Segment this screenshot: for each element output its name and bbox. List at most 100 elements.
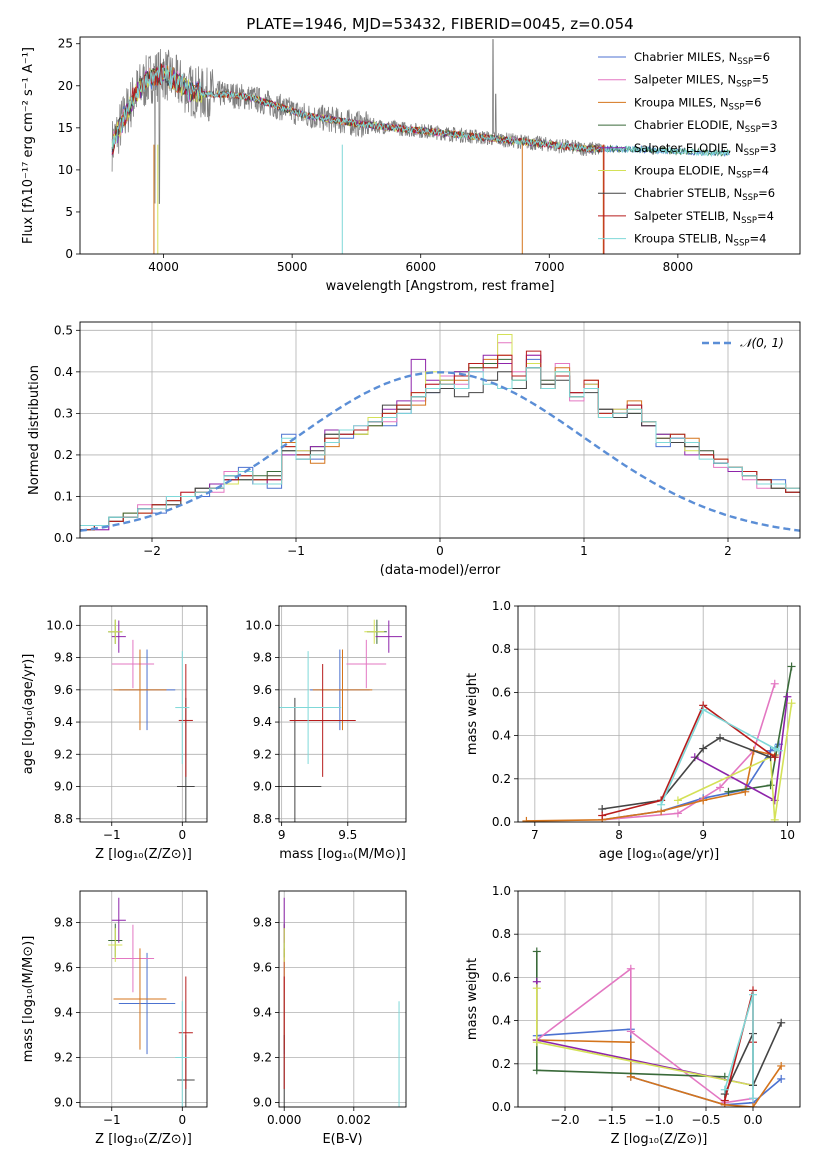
model-spectrum bbox=[111, 64, 730, 158]
legend-label-suffix: =4 bbox=[752, 164, 769, 178]
y-tick-label: 9.2 bbox=[54, 747, 73, 761]
y-tick-label: 25 bbox=[58, 37, 73, 51]
residual-histogram bbox=[80, 354, 800, 531]
y-tick-label: 0.0 bbox=[492, 1100, 511, 1114]
legend-residuals: 𝒩(0, 1) bbox=[702, 336, 784, 350]
legend-label-sub: SSP bbox=[734, 239, 750, 249]
plot-area-weight_vs_Z bbox=[532, 947, 786, 1107]
legend-label-sub: SSP bbox=[745, 125, 761, 135]
y-tick-label: 0.2 bbox=[54, 448, 73, 462]
y-tick-label: 9.6 bbox=[253, 961, 272, 975]
x-axis-label: Z [log₁₀(Z/Z⊙)] bbox=[611, 1132, 708, 1147]
y-tick-label: 0.4 bbox=[54, 365, 73, 379]
legend-label-sub: SSP bbox=[736, 171, 752, 181]
figure-title: PLATE=1946, MJD=53432, FIBERID=0045, z=0… bbox=[246, 15, 633, 33]
y-tick-label: 1.0 bbox=[492, 884, 511, 898]
x-tick-label: −0.5 bbox=[691, 1113, 720, 1127]
legend-label-text: Kroupa MILES, N bbox=[634, 95, 729, 109]
y-axis-label: mass weight bbox=[465, 673, 480, 755]
x-axis-label: Z [log₁₀(Z/Z⊙)] bbox=[95, 847, 192, 862]
residual-histogram bbox=[80, 354, 800, 531]
x-tick-label: 0 bbox=[178, 828, 186, 842]
x-tick-label: 8 bbox=[615, 828, 623, 842]
x-tick-label: −1 bbox=[287, 544, 305, 558]
weight-line bbox=[526, 749, 775, 822]
x-tick-label: 5000 bbox=[277, 260, 308, 274]
y-tick-label: 10.0 bbox=[46, 618, 73, 632]
legend-label: Kroupa MILES, NSSP=6 bbox=[634, 95, 761, 112]
legend-label-text: Salpeter ELODIE, N bbox=[634, 141, 744, 155]
x-tick-label: 1 bbox=[580, 544, 588, 558]
x-tick-label: 0 bbox=[178, 1113, 186, 1127]
x-tick-label: −1 bbox=[103, 1113, 121, 1127]
legend-label-suffix: =3 bbox=[761, 118, 778, 132]
legend-label-suffix: =4 bbox=[749, 232, 766, 246]
legend-label: Kroupa STELIB, NSSP=4 bbox=[634, 232, 766, 249]
y-tick-label: 9.2 bbox=[54, 1051, 73, 1065]
plot-area-age_vs_Z bbox=[108, 619, 195, 822]
plot-area-residuals bbox=[80, 334, 800, 532]
axes-spectrum: 4000 5000 6000 7000 8000 0 5 10 15 20 25 wavelength… bbox=[21, 36, 801, 294]
x-tick-label: 0.000 bbox=[267, 1113, 301, 1127]
legend-label-text: Kroupa ELODIE, N bbox=[634, 164, 736, 178]
residual-histogram bbox=[80, 367, 800, 526]
legend-label-suffix: =3 bbox=[760, 141, 777, 155]
axes-frame bbox=[517, 605, 801, 823]
plot-area-mass_vs_ebv bbox=[283, 897, 400, 1107]
x-tick-label: 8000 bbox=[663, 260, 694, 274]
legend-label-sub: SSP bbox=[744, 148, 760, 158]
y-tick-label: 9.2 bbox=[253, 747, 272, 761]
legend-label: Salpeter STELIB, NSSP=4 bbox=[634, 209, 774, 226]
x-tick-label: 9 bbox=[278, 828, 286, 842]
legend-label: Chabrier STELIB, NSSP=6 bbox=[634, 186, 775, 203]
legend-label: Chabrier ELODIE, NSSP=3 bbox=[634, 118, 778, 135]
y-tick-label: 8.8 bbox=[253, 812, 272, 826]
axes-frame bbox=[79, 36, 801, 255]
x-axis-label: (data-model)/error bbox=[380, 563, 501, 578]
x-axis-label: mass [log₁₀(M/M⊙)] bbox=[279, 847, 406, 862]
y-tick-label: 0.2 bbox=[492, 1057, 511, 1071]
legend-label-suffix: =4 bbox=[757, 209, 774, 223]
x-axis-label: E(B-V) bbox=[322, 1132, 362, 1147]
legend-label-suffix: =5 bbox=[752, 73, 769, 87]
y-tick-label: 5 bbox=[65, 205, 73, 219]
y-tick-label: 10 bbox=[58, 163, 73, 177]
y-tick-label: 9.6 bbox=[253, 683, 272, 697]
x-tick-label: 9.5 bbox=[338, 828, 357, 842]
legend-label-text: Chabrier ELODIE, N bbox=[634, 118, 745, 132]
legend-label-sub: SSP bbox=[736, 80, 752, 90]
legend-label-sub: SSP bbox=[741, 216, 757, 226]
x-tick-label: 0 bbox=[436, 544, 444, 558]
weight-line bbox=[536, 967, 754, 1104]
weight-line bbox=[536, 1039, 782, 1107]
residual-histogram bbox=[80, 358, 800, 526]
y-tick-label: 9.6 bbox=[54, 961, 73, 975]
x-tick-label: 6000 bbox=[405, 260, 436, 274]
legend-label-text: Salpeter MILES, N bbox=[634, 73, 736, 87]
legend-label-text: Chabrier STELIB, N bbox=[634, 186, 742, 200]
axes-weight_vs_age: 7 8 9 10 0.0 0.2 0.4 0.6 0.8 1.0 age [log₁₀(age/yr… bbox=[465, 599, 801, 862]
y-tick-label: 1.0 bbox=[492, 599, 511, 613]
y-axis-label: mass weight bbox=[465, 958, 480, 1040]
y-tick-label: 0.3 bbox=[54, 406, 73, 420]
legend-label-suffix: =6 bbox=[758, 186, 775, 200]
y-tick-label: 9.8 bbox=[54, 916, 73, 930]
legend-label: Chabrier MILES, NSSP=6 bbox=[634, 50, 770, 67]
weight-line bbox=[602, 683, 776, 821]
x-tick-label: 7000 bbox=[534, 260, 565, 274]
y-tick-label: 9.8 bbox=[54, 651, 73, 665]
y-tick-label: 9.4 bbox=[253, 1006, 272, 1020]
x-tick-label: −2 bbox=[143, 544, 161, 558]
x-tick-label: −2.0 bbox=[550, 1113, 579, 1127]
axes-weight_vs_Z: −2.0 −1.5 −1.0 −0.5 0.0 0.0 0.2 0.4 0.6 0.8 1.0 Z [… bbox=[465, 884, 801, 1147]
legend-label-suffix: =6 bbox=[744, 95, 761, 109]
y-tick-label: 9.0 bbox=[54, 780, 73, 794]
legend-label-sub: SSP bbox=[729, 102, 745, 112]
axes-frame bbox=[79, 890, 208, 1108]
plot-area-weight_vs_age bbox=[522, 662, 796, 822]
weight-line bbox=[677, 703, 793, 820]
x-tick-label: −1.0 bbox=[644, 1113, 673, 1127]
x-tick-label: 9 bbox=[699, 828, 707, 842]
y-tick-label: 9.0 bbox=[253, 1096, 272, 1110]
weight-line bbox=[660, 708, 780, 806]
